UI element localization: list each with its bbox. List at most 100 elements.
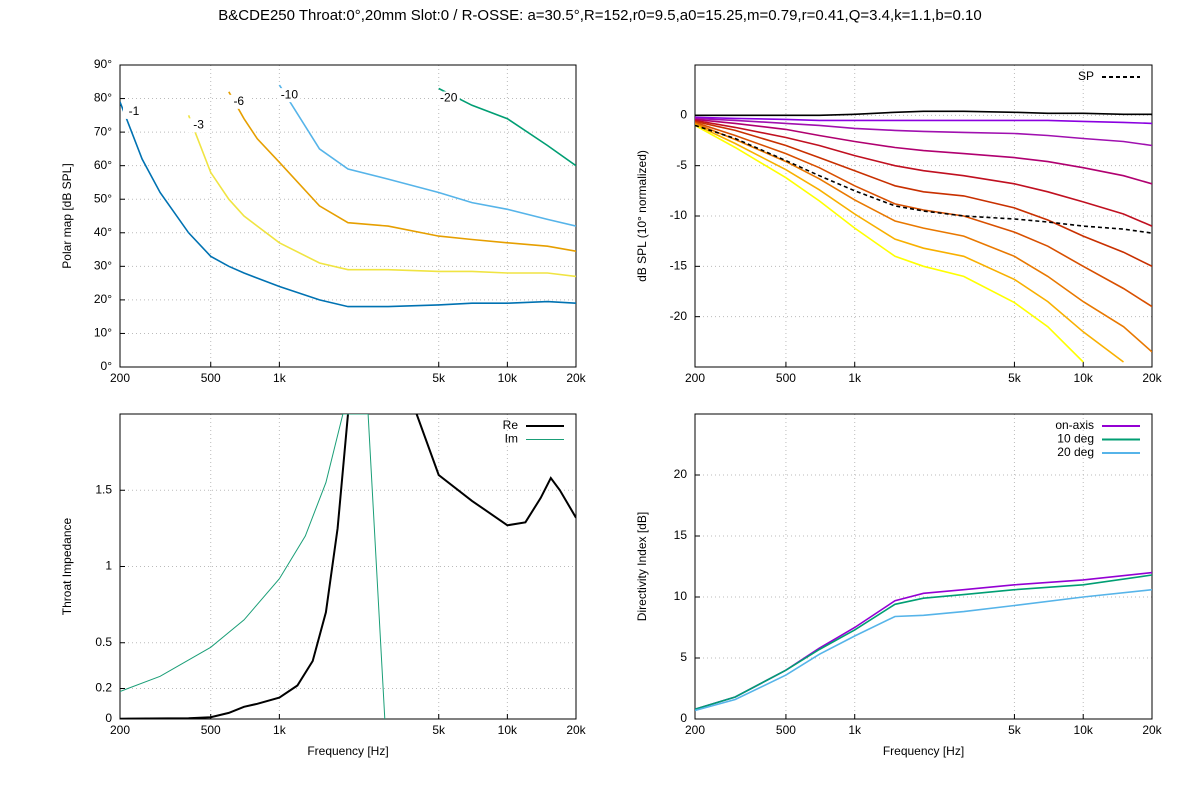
x-tick-label: 10k xyxy=(1074,371,1094,385)
x-tick-label: 20k xyxy=(566,723,586,737)
y-tick-label: 50° xyxy=(94,191,112,205)
y-tick-label: -15 xyxy=(670,259,688,273)
x-tick-label: 5k xyxy=(1008,723,1022,737)
series-line xyxy=(695,117,1152,147)
y-tick-label: 5 xyxy=(680,650,687,664)
y-tick-label: -5 xyxy=(676,158,687,172)
y-tick-label: 1 xyxy=(105,559,112,573)
y-tick-label: 15 xyxy=(674,528,688,542)
legend-label: Im xyxy=(505,432,518,446)
x-tick-label: 200 xyxy=(110,371,130,385)
legend-label: Re xyxy=(503,418,519,432)
series-line xyxy=(187,115,576,278)
legend-label: on-axis xyxy=(1055,418,1094,432)
y-tick-label: 0.2 xyxy=(95,681,112,695)
series-line xyxy=(695,574,1152,710)
x-tick-label: 20k xyxy=(1142,371,1162,385)
x-tick-label: 1k xyxy=(848,371,862,385)
x-tick-label: 1k xyxy=(848,723,862,737)
series-line xyxy=(438,87,576,167)
series-line xyxy=(695,116,1152,125)
chart: 200 500 1k 5k 10k 20k 0° 10° 20° 30° 40° 50° 60° 70° 8… xyxy=(60,57,586,385)
contour-label-bg xyxy=(437,91,460,106)
y-tick-label: 40° xyxy=(94,225,112,239)
series-line xyxy=(278,84,576,227)
y-tick-label: -10 xyxy=(670,208,688,222)
y-tick-label: 10° xyxy=(94,326,112,340)
chart: 200 500 1k 5k 10k 20k 0 -5 -10 -15 -20 dB SPL (10° … xyxy=(635,64,1163,385)
legend-label: 20 deg xyxy=(1057,445,1094,459)
y-axis-label: Throat Impedance xyxy=(60,517,74,615)
series-line xyxy=(695,122,1152,353)
plot-frame xyxy=(694,413,1153,720)
x-tick-label: 5k xyxy=(432,723,446,737)
contour-label: -6 xyxy=(233,94,244,108)
x-tick-label: 500 xyxy=(201,723,221,737)
y-tick-label: 90° xyxy=(94,57,112,71)
y-tick-label: 1.5 xyxy=(95,482,112,496)
contour-label-bg xyxy=(123,104,145,119)
x-tick-label: 1k xyxy=(273,723,287,737)
x-axis-label: Frequency [Hz] xyxy=(307,744,388,758)
x-tick-label: 500 xyxy=(776,723,796,737)
x-tick-label: 500 xyxy=(776,371,796,385)
contour-label: -10 xyxy=(281,87,299,101)
x-tick-label: 1k xyxy=(273,371,287,385)
series-line xyxy=(695,571,1152,710)
x-tick-label: 10k xyxy=(1074,723,1094,737)
contour-label: -1 xyxy=(129,104,140,118)
y-tick-label: 0.5 xyxy=(95,635,112,649)
contour-label-bg xyxy=(187,118,210,133)
plot-frame xyxy=(119,64,577,368)
y-tick-label: 20 xyxy=(674,467,688,481)
contour-label: -3 xyxy=(193,118,204,132)
y-tick-label: 80° xyxy=(94,91,112,105)
contour-label-bg xyxy=(278,88,301,103)
series-line xyxy=(695,124,1084,363)
series-line xyxy=(695,119,1152,227)
contour-label: -20 xyxy=(440,91,458,105)
legend-label: SP xyxy=(1078,69,1094,83)
series-line xyxy=(120,414,576,719)
x-axis-label: Frequency [Hz] xyxy=(883,744,964,758)
series-line xyxy=(695,110,1152,117)
y-tick-label: 0 xyxy=(680,711,687,725)
y-tick-label: 0 xyxy=(680,108,687,122)
y-tick-label: 0° xyxy=(101,359,113,373)
series-line xyxy=(695,118,1152,185)
y-axis-label: dB SPL (10° normalized) xyxy=(635,150,649,282)
x-tick-label: 10k xyxy=(498,723,518,737)
x-tick-label: 20k xyxy=(1142,723,1162,737)
chart: 200 500 1k 5k 10k 20k 0 5 10 15 20 Directivity Inde… xyxy=(635,413,1163,758)
y-tick-label: 20° xyxy=(94,292,112,306)
contour-label-bg xyxy=(227,94,250,109)
y-tick-label: 10 xyxy=(674,589,688,603)
chart: 200 500 1k 5k 10k 20k 0 0.2 0.5 1 1.5 Throat Impeda… xyxy=(60,413,587,758)
y-tick-label: 70° xyxy=(94,124,112,138)
series-line xyxy=(695,120,1152,268)
figure-title: B&CDE250 Throat:0°,20mm Slot:0 / R-OSSE:… xyxy=(218,7,981,24)
y-axis-label: Directivity Index [dB] xyxy=(635,512,649,621)
series-line xyxy=(695,123,1124,363)
series-line xyxy=(228,91,576,252)
legend-label: 10 deg xyxy=(1057,432,1094,446)
series-line xyxy=(120,101,576,308)
series-line xyxy=(695,121,1152,308)
x-tick-label: 500 xyxy=(201,371,221,385)
y-tick-label: 0 xyxy=(105,711,112,725)
y-tick-label: 60° xyxy=(94,158,112,172)
x-tick-label: 200 xyxy=(685,723,705,737)
x-tick-label: 5k xyxy=(1008,371,1022,385)
x-tick-label: 200 xyxy=(110,723,130,737)
x-tick-label: 5k xyxy=(432,371,446,385)
y-tick-label: -20 xyxy=(670,309,688,323)
x-tick-label: 20k xyxy=(566,371,586,385)
x-tick-label: 10k xyxy=(498,371,518,385)
y-axis-label: Polar map [dB SPL] xyxy=(60,163,74,268)
series-line xyxy=(120,414,386,719)
series-line xyxy=(695,588,1152,712)
x-tick-label: 200 xyxy=(685,371,705,385)
plot-frame xyxy=(694,64,1153,368)
y-tick-label: 30° xyxy=(94,259,112,273)
